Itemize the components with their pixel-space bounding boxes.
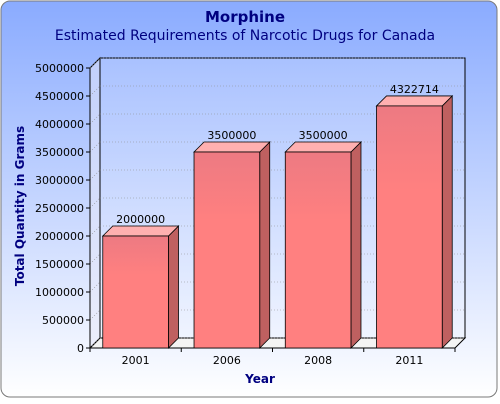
bar-top [193,141,271,153]
y-tick-label: 0 [77,342,84,355]
y-tick-label: 2500000 [35,202,84,215]
x-axis-title: Year [244,372,275,386]
y-tick-label: 3500000 [35,146,84,159]
y-tick-label: 1500000 [35,258,84,271]
bar-value-label: 3500000 [299,129,348,142]
x-tick-label: 2006 [213,354,241,367]
bar-value-label: 3500000 [207,129,256,142]
chart-subtitle: Estimated Requirements of Narcotic Drugs… [55,28,435,44]
bar-side [168,225,179,349]
y-tick-label: 4000000 [35,118,84,131]
y-tick-label: 500000 [42,314,84,327]
bars [101,94,454,349]
bar-side [441,94,453,349]
bar-top [284,141,362,153]
plot-side-wall [89,56,101,350]
bar-side [350,141,362,349]
y-tick-label: 4500000 [35,90,84,103]
bar-value-label: 4322714 [390,83,439,96]
bar [193,141,271,349]
bar [101,225,180,349]
bar-front [102,235,169,349]
y-tick-label: 2000000 [35,230,84,243]
value-labels: 2000000 3500000 3500000 4322714 [116,83,439,226]
bar-side [259,141,271,349]
bar-value-label: 2000000 [116,213,165,226]
plot-area [88,56,467,350]
x-tick-label: 2011 [395,354,423,367]
bar-top [375,95,454,107]
y-axis: 0 500000 1000000 1500000 2000000 2500000 30000… [35,62,91,355]
x-tick-label: 2001 [122,354,150,367]
bar-front [193,151,261,349]
bar-front [376,105,443,349]
y-axis-title: Total Quantity in Grams [13,126,27,286]
bar [284,141,362,349]
y-tick-label: 3000000 [35,174,84,187]
x-tick-label: 2008 [304,354,332,367]
bar [375,94,454,349]
bar-front [284,151,352,349]
bar-top [101,225,180,237]
y-tick-label: 1000000 [35,286,84,299]
y-tick-label: 5000000 [35,62,84,75]
chart-title: Morphine [205,8,285,26]
